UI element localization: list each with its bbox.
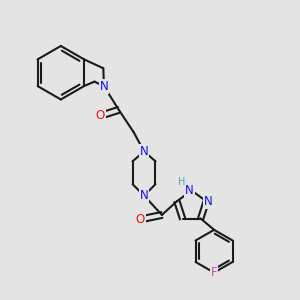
Text: N: N [204, 195, 213, 208]
Text: O: O [96, 109, 105, 122]
Text: N: N [140, 189, 148, 202]
Text: O: O [136, 213, 145, 226]
Text: F: F [211, 266, 217, 279]
Text: N: N [185, 184, 194, 197]
Text: N: N [140, 145, 148, 158]
Text: H: H [178, 177, 185, 187]
Text: N: N [100, 80, 108, 93]
